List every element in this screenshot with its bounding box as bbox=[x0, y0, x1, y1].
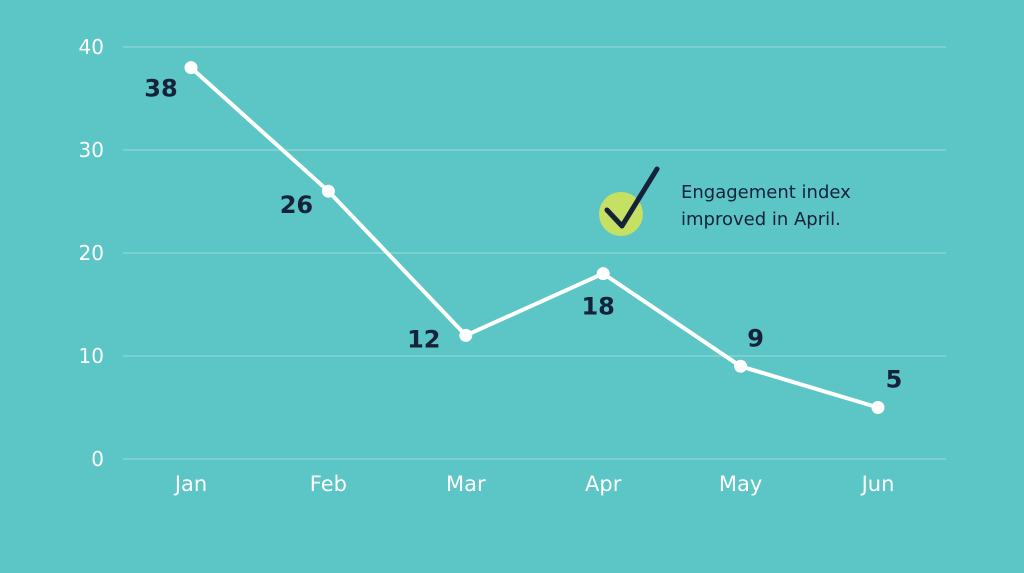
check-circle-icon bbox=[599, 192, 643, 236]
data-label: 5 bbox=[886, 366, 903, 394]
gridlines bbox=[123, 46, 946, 460]
x-axis-ticks: Jan Feb Mar Apr May Jun bbox=[173, 472, 895, 496]
annotation: Engagement index improved in April. bbox=[599, 166, 851, 236]
data-label: 18 bbox=[581, 293, 614, 321]
y-tick-label: 30 bbox=[79, 138, 104, 162]
annotation-line-1: Engagement index bbox=[681, 182, 851, 203]
data-point bbox=[321, 184, 335, 198]
x-tick-label: May bbox=[719, 472, 762, 496]
x-tick-label: Jan bbox=[173, 472, 207, 496]
data-points bbox=[184, 61, 885, 414]
x-tick-label: Jun bbox=[860, 472, 895, 496]
check-icon bbox=[604, 166, 660, 229]
data-labels: 38 26 12 18 9 5 bbox=[144, 75, 902, 394]
y-tick-label: 40 bbox=[79, 35, 104, 59]
y-tick-label: 10 bbox=[79, 344, 104, 368]
data-point bbox=[596, 267, 610, 281]
data-point bbox=[184, 61, 198, 75]
data-label: 38 bbox=[144, 75, 177, 103]
x-tick-label: Apr bbox=[585, 472, 622, 496]
data-point bbox=[459, 328, 473, 342]
data-label: 9 bbox=[747, 324, 764, 352]
y-tick-label: 0 bbox=[91, 447, 104, 471]
y-axis-ticks: 0 10 20 30 40 bbox=[79, 35, 104, 471]
x-tick-label: Feb bbox=[310, 472, 347, 496]
data-label: 26 bbox=[280, 191, 313, 219]
data-label: 12 bbox=[407, 325, 440, 353]
x-tick-label: Mar bbox=[446, 472, 486, 496]
data-point bbox=[734, 359, 748, 373]
y-tick-label: 20 bbox=[79, 241, 104, 265]
annotation-line-2: improved in April. bbox=[681, 209, 841, 230]
data-point bbox=[871, 401, 885, 414]
series-line bbox=[189, 65, 880, 410]
